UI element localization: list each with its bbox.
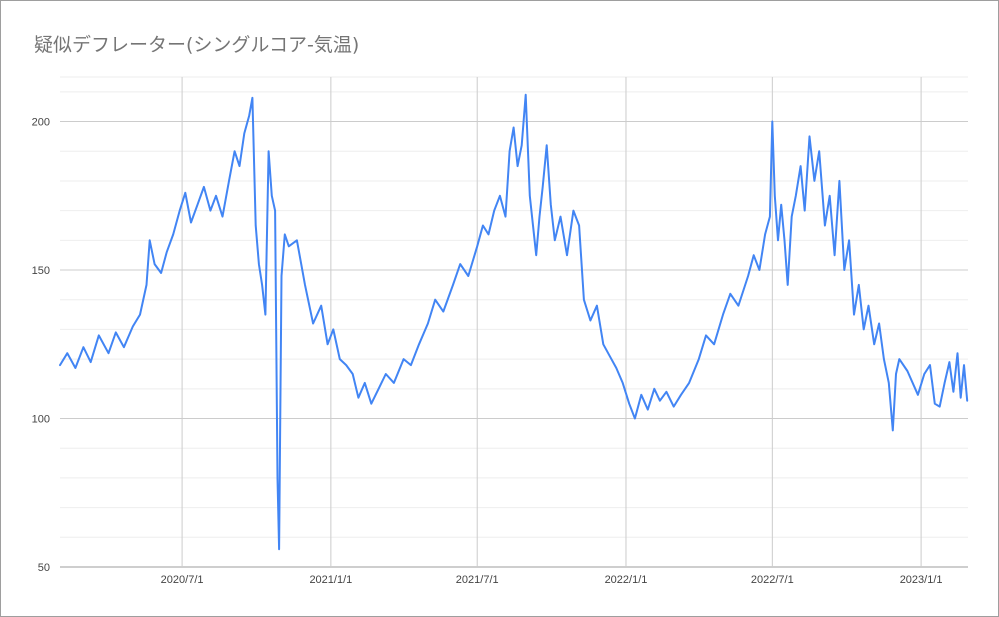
y-axis-ticks: 50 100 150 200 xyxy=(32,117,50,574)
series-layer xyxy=(59,93,969,551)
y-tick-label: 100 xyxy=(32,414,50,426)
x-tick-label: 2021/1/1 xyxy=(309,574,352,586)
x-tick-label: 2022/7/1 xyxy=(751,574,794,586)
x-axis-ticks: 2020/7/1 2021/1/1 2021/7/1 2022/1/1 2022/7/1… xyxy=(161,574,943,586)
major-gridlines xyxy=(60,77,968,568)
chart-title: 疑似デフレーター(シングルコア-気温) xyxy=(34,34,360,56)
y-tick-label: 50 xyxy=(38,562,50,574)
minor-gridlines xyxy=(60,76,968,538)
y-tick-label: 200 xyxy=(32,117,50,129)
series-line xyxy=(59,93,969,551)
x-tick-label: 2021/7/1 xyxy=(456,574,499,586)
x-tick-label: 2023/1/1 xyxy=(900,574,943,586)
x-tick-label: 2020/7/1 xyxy=(161,574,204,586)
x-tick-label: 2022/1/1 xyxy=(605,574,648,586)
y-tick-label: 150 xyxy=(32,265,50,277)
